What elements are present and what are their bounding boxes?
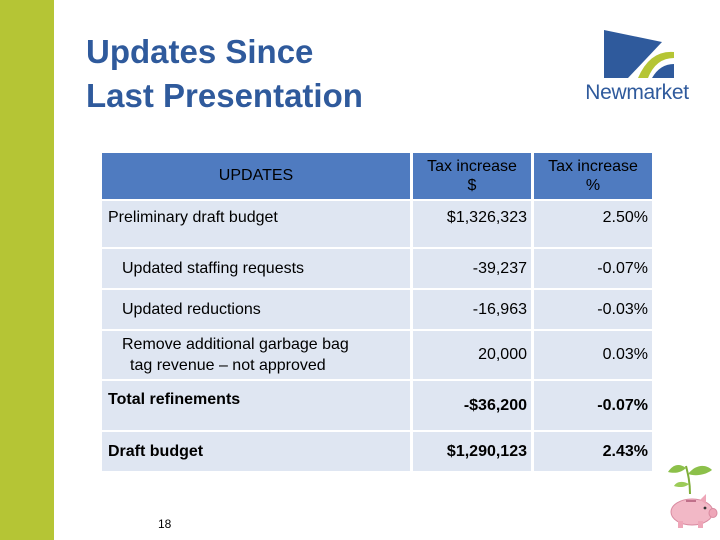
row-tax-percent: 2.43%: [534, 432, 652, 471]
title-line-2: Last Presentation: [86, 77, 363, 114]
header-tax-dollar-line1: Tax increase: [427, 158, 517, 175]
row-label: Updated reductions: [102, 290, 410, 329]
newmarket-logo: Newmarket: [578, 28, 696, 108]
side-accent-bar: [0, 0, 54, 540]
slide-title: Updates Since Last Presentation: [86, 30, 506, 118]
row-tax-dollar: -16,963: [413, 290, 531, 329]
row-tax-dollar: $1,326,323: [413, 201, 531, 247]
row-label: Remove additional garbage bag tag revenu…: [102, 331, 410, 379]
header-updates: UPDATES: [102, 153, 410, 199]
row-label: Preliminary draft budget: [102, 201, 410, 247]
header-tax-percent-line2: %: [585, 177, 601, 194]
row-tax-percent: -0.07%: [534, 381, 652, 430]
row-label-line1: Remove additional garbage bag: [122, 336, 349, 353]
row-tax-dollar: $1,290,123: [413, 432, 531, 471]
table-row: Remove additional garbage bag tag revenu…: [102, 331, 652, 379]
table-row: Preliminary draft budget $1,326,323 2.50…: [102, 201, 652, 247]
header-tax-percent-line1: Tax increase: [548, 158, 638, 175]
header-tax-percent: Tax increase %: [534, 153, 652, 199]
newmarket-logo-icon: [604, 30, 674, 78]
table-header-row: UPDATES Tax increase $ Tax increase %: [102, 153, 652, 199]
page-number: 18: [158, 517, 172, 531]
row-label: Updated staffing requests: [102, 249, 410, 288]
header-tax-dollar: Tax increase $: [413, 153, 531, 199]
updates-table: UPDATES Tax increase $ Tax increase % Pr…: [99, 151, 655, 473]
header-tax-dollar-line2: $: [467, 177, 477, 194]
title-line-1: Updates Since: [86, 33, 314, 70]
row-tax-dollar: -39,237: [413, 249, 531, 288]
table-row: Draft budget $1,290,123 2.43%: [102, 432, 652, 471]
row-label: Total refinements: [102, 381, 410, 430]
row-tax-percent: -0.07%: [534, 249, 652, 288]
table-row: Total refinements -$36,200 -0.07%: [102, 381, 652, 430]
row-tax-percent: 0.03%: [534, 331, 652, 379]
row-tax-dollar: 20,000: [413, 331, 531, 379]
row-tax-percent: -0.03%: [534, 290, 652, 329]
row-label-line2: tag revenue – not approved: [130, 357, 326, 374]
piggy-bank-sprout-icon: [664, 458, 718, 535]
row-label: Draft budget: [102, 432, 410, 471]
table-row: Updated staffing requests -39,237 -0.07%: [102, 249, 652, 288]
table-row: Updated reductions -16,963 -0.03%: [102, 290, 652, 329]
logo-text: Newmarket: [585, 81, 689, 104]
row-tax-dollar: -$36,200: [413, 381, 531, 430]
row-tax-percent: 2.50%: [534, 201, 652, 247]
